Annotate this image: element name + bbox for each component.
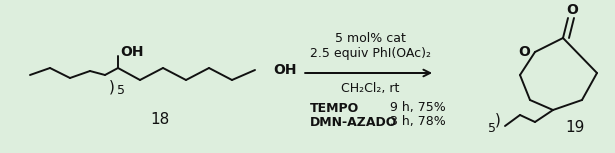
Text: 5 mol% cat: 5 mol% cat (335, 32, 405, 45)
Text: 9 h, 75%: 9 h, 75% (390, 101, 446, 114)
Text: 2.5 equiv PhI(OAc)₂: 2.5 equiv PhI(OAc)₂ (309, 47, 430, 60)
Text: 18: 18 (151, 112, 170, 127)
Text: 5: 5 (488, 121, 496, 134)
Text: 3 h, 78%: 3 h, 78% (390, 116, 446, 129)
Text: O: O (566, 3, 578, 17)
Text: DMN-AZADO: DMN-AZADO (310, 116, 397, 129)
Text: CH₂Cl₂, rt: CH₂Cl₂, rt (341, 82, 399, 95)
Text: O: O (518, 45, 530, 59)
Text: 19: 19 (565, 121, 585, 136)
Text: TEMPO: TEMPO (310, 101, 359, 114)
Text: OH: OH (273, 63, 296, 77)
Text: 5: 5 (117, 84, 125, 97)
Text: ): ) (495, 112, 501, 127)
Text: ): ) (109, 80, 115, 95)
Text: OH: OH (121, 45, 144, 59)
